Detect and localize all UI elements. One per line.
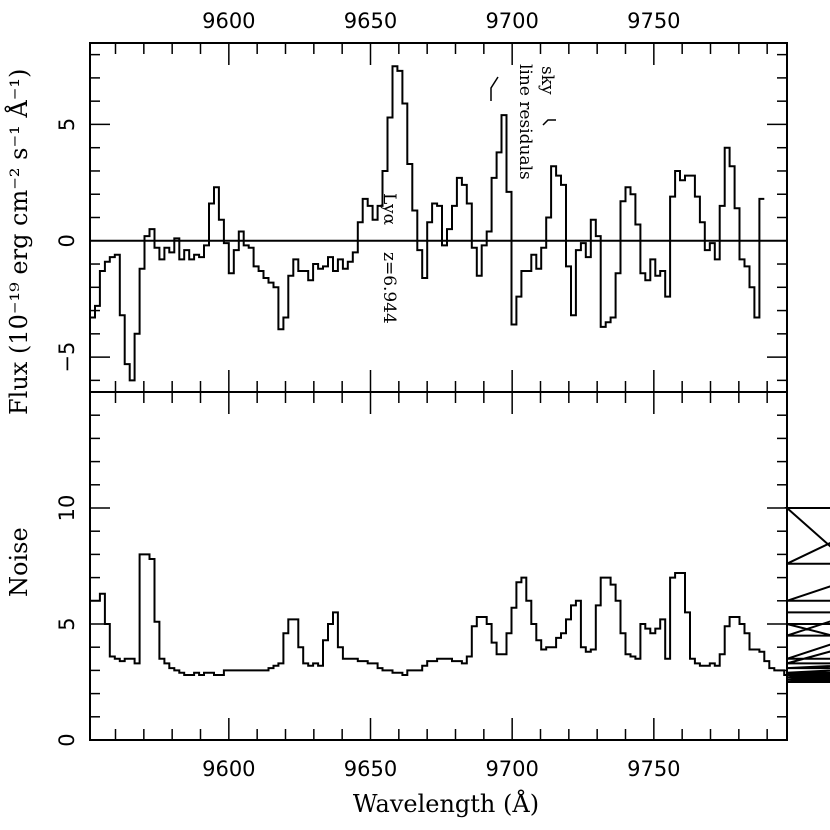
x-tick-label: 9750 xyxy=(627,9,680,33)
y-tick-label: 5 xyxy=(55,118,79,131)
noise-axis-title: Noise xyxy=(5,527,33,597)
flux-panel: 9600 9650 9700 9750 −5 0 5 Lyα z=6.944 sky lin… xyxy=(4,9,787,415)
y-tick-label: 5 xyxy=(55,617,79,630)
top-axis-ticks xyxy=(90,43,787,392)
sky-residual-marker-right xyxy=(542,119,556,126)
x-tick-label: 9650 xyxy=(344,757,397,781)
noise-panel: 9600 9650 9700 9750 0 5 10 Noise Wavelength (Å… xyxy=(5,391,830,818)
x-tick-label: 9750 xyxy=(627,757,680,781)
noise-panel-frame xyxy=(89,391,788,741)
y-tick-label: 0 xyxy=(55,234,79,247)
wavelength-axis-title: Wavelength (Å) xyxy=(353,789,539,818)
y-tick-label: 0 xyxy=(55,733,79,746)
top-axis-labels: 9600 9650 9700 9750 −5 0 5 xyxy=(55,9,681,373)
flux-series-line xyxy=(90,65,765,382)
flux-axis-title: Flux (10⁻¹⁹ erg cm⁻² s⁻¹ Å⁻¹) xyxy=(4,69,33,415)
noise-series-line xyxy=(90,507,830,683)
bottom-axis-ticks xyxy=(90,391,787,741)
bottom-axis-labels: 9600 9650 9700 9750 0 5 10 xyxy=(55,495,681,781)
x-tick-label: 9700 xyxy=(485,757,538,781)
sky-residual-marker-left xyxy=(490,76,499,101)
y-tick-label: 10 xyxy=(55,495,79,522)
x-tick-label: 9700 xyxy=(485,9,538,33)
y-tick-label: −5 xyxy=(55,342,79,373)
lya-annotation: Lyα xyxy=(379,193,399,226)
x-tick-label: 9600 xyxy=(202,9,255,33)
redshift-annotation: z=6.944 xyxy=(379,252,399,324)
line-residuals-annotation: line residuals xyxy=(515,64,535,180)
flux-panel-frame xyxy=(89,42,788,393)
sky-annotation: sky xyxy=(537,66,557,95)
x-tick-label: 9650 xyxy=(344,9,397,33)
x-tick-label: 9600 xyxy=(202,757,255,781)
